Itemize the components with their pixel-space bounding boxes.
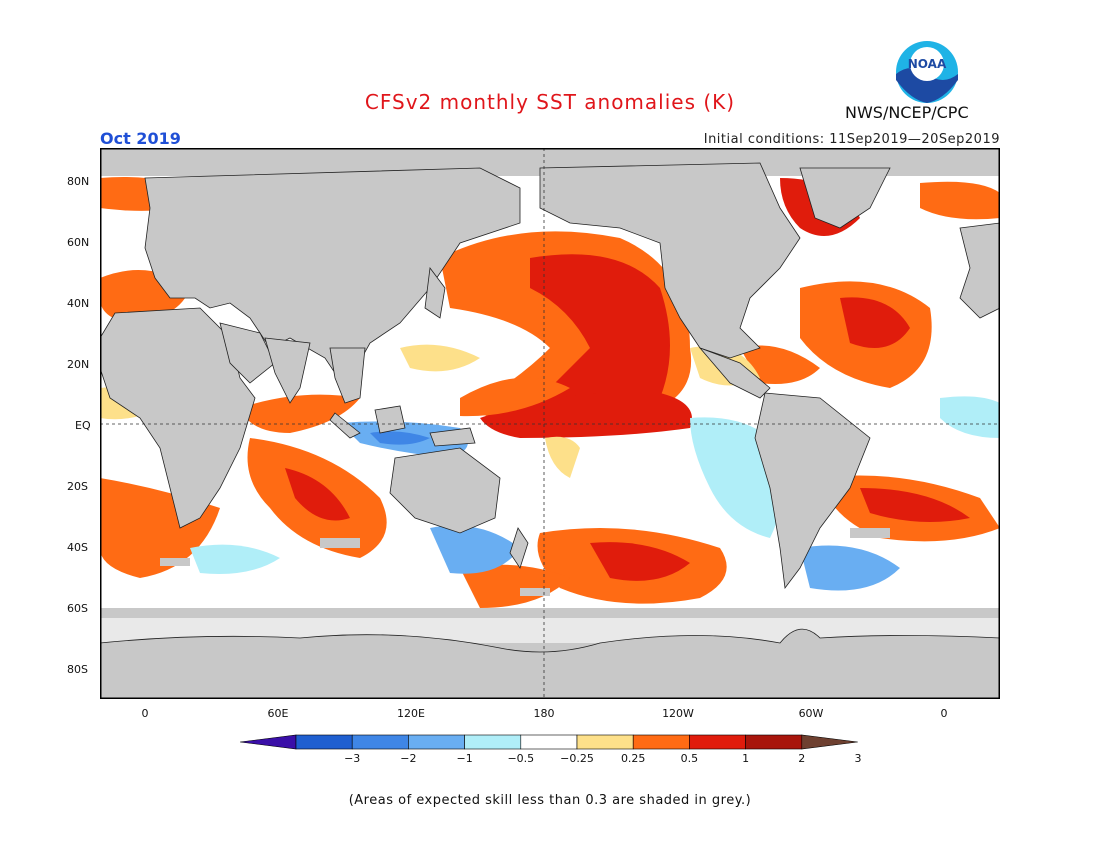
lat-label: 60N	[67, 236, 90, 249]
colorbar-max-arrow	[801, 734, 858, 750]
lat-label: 60S	[67, 602, 88, 615]
map-gridlines	[100, 148, 1000, 699]
colorbar-swatch	[689, 734, 746, 750]
colorbar-tick-label: −2	[400, 752, 417, 765]
colorbar-swatch	[745, 734, 803, 750]
logo-text: NOAA	[908, 57, 947, 71]
lon-label: 60W	[798, 707, 824, 720]
forecast-month: Oct 2019	[100, 129, 181, 148]
colorbar-swatch	[351, 734, 409, 750]
lat-label: 20S	[67, 480, 88, 493]
initial-conditions: Initial conditions: 11Sep2019—20Sep2019	[703, 132, 1000, 147]
lon-label: 120E	[397, 707, 425, 720]
colorbar-tick-label: 1	[742, 752, 750, 765]
colorbar-tick-label: 2	[798, 752, 806, 765]
lat-label: 80N	[67, 175, 90, 188]
lat-label: 40S	[67, 541, 88, 554]
indochina-land	[329, 347, 366, 404]
india-land	[264, 337, 311, 404]
lon-label: 0	[141, 707, 149, 720]
arabia-land	[219, 322, 276, 384]
chart-title: CFSv2 monthly SST anomalies (K)	[364, 90, 736, 114]
sst-anomaly-map	[100, 148, 1000, 699]
noaa-logo-icon: NOAA	[896, 41, 958, 103]
lon-label: 0	[940, 707, 948, 720]
colorbar-tick-label: −1	[456, 752, 473, 765]
colorbar-swatch	[295, 734, 353, 750]
borneo-land	[374, 405, 406, 434]
australia-land	[389, 447, 501, 534]
lat-label: EQ	[75, 419, 91, 432]
greenland-land	[799, 167, 891, 229]
north-america-land	[539, 162, 801, 359]
colorbar-tick-label: 0.25	[620, 752, 646, 765]
colorbar	[240, 734, 858, 750]
lon-label: 180	[533, 707, 555, 720]
land-masses	[100, 162, 1000, 699]
colorbar-tick-label: −0.5	[507, 752, 535, 765]
colorbar-swatch	[464, 734, 522, 750]
lon-label: 60E	[267, 707, 289, 720]
agency-label: NWS/NCEP/CPC	[845, 103, 969, 122]
south-america-land	[754, 392, 871, 590]
colorbar-swatch	[520, 734, 578, 750]
colorbar-tick-label: 0.5	[680, 752, 699, 765]
map-frame	[100, 148, 1000, 699]
sumatra-land	[329, 412, 361, 439]
lon-label: 120W	[662, 707, 694, 720]
colorbar-tick-label: −0.25	[560, 752, 594, 765]
lat-label: 20N	[67, 358, 90, 371]
colorbar-tick-label: 3	[854, 752, 862, 765]
eurasia-land	[144, 167, 521, 389]
new-guinea-land	[429, 427, 476, 447]
colorbar-swatch	[576, 734, 634, 750]
lat-label: 80S	[67, 663, 88, 676]
colorbar-swatch	[408, 734, 465, 750]
antarctica-land	[100, 628, 1000, 699]
colorbar-swatch	[632, 734, 690, 750]
colorbar-tick-label: −3	[344, 752, 361, 765]
skill-footnote: (Areas of expected skill less than 0.3 a…	[348, 793, 752, 808]
europe-west-land	[959, 222, 1000, 319]
lat-label: 40N	[67, 297, 90, 310]
colorbar-min-arrow	[240, 734, 297, 750]
new-zealand-land	[509, 527, 529, 569]
japan-land	[424, 266, 446, 319]
